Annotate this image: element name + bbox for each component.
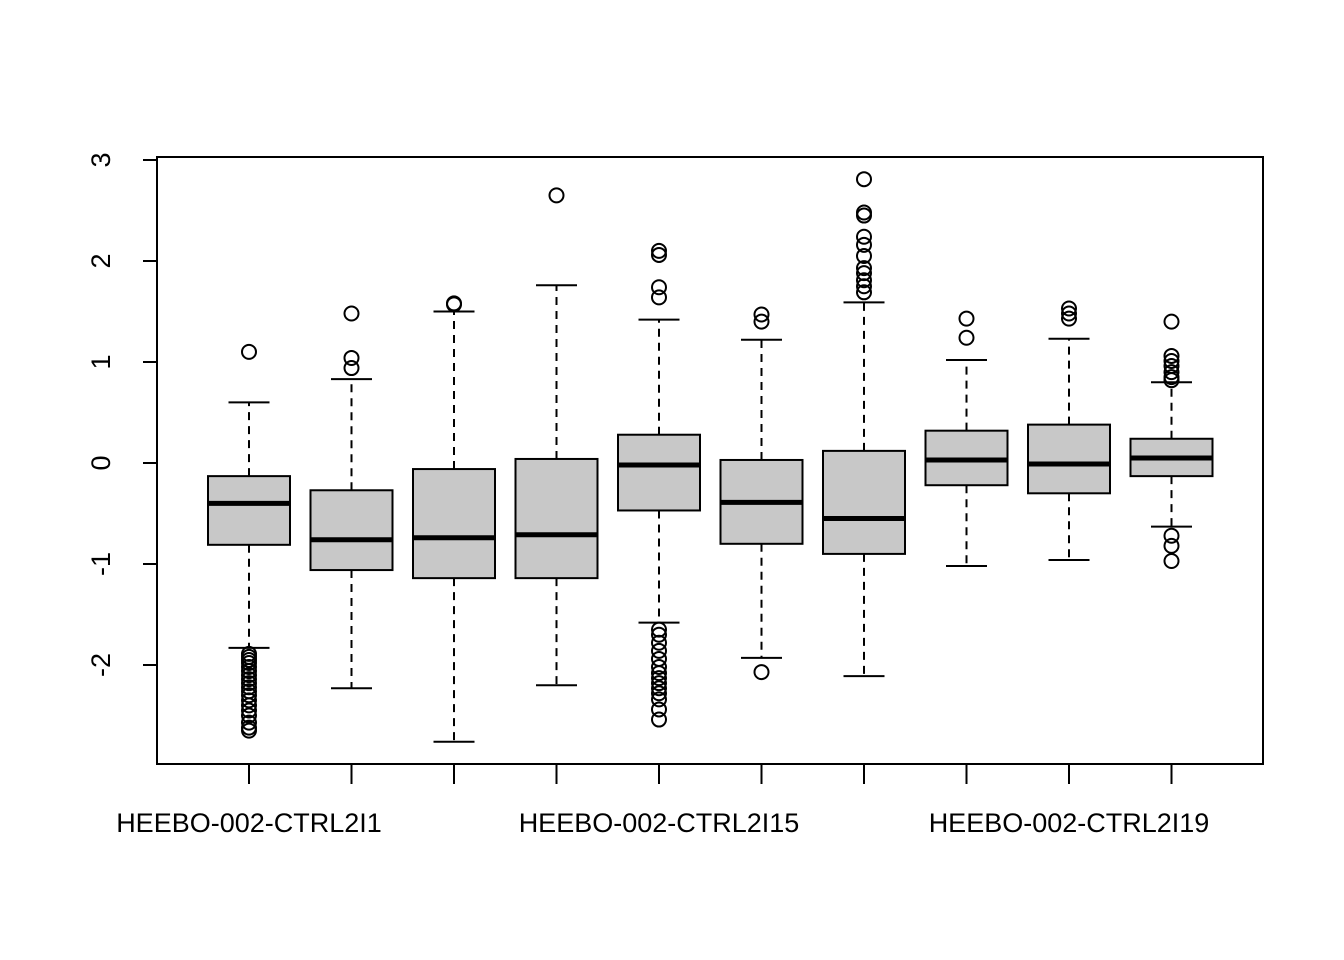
box-group-6 (719, 306, 804, 681)
box-group-2 (309, 305, 394, 690)
x-tick-label: HEEBO-002-CTRL2I15 (519, 808, 800, 838)
box-group-10 (1129, 313, 1214, 569)
outlier-point (651, 626, 667, 643)
outlier-point (856, 171, 872, 188)
outlier-point (753, 664, 770, 681)
outlier-point (856, 236, 872, 253)
outlier-point (753, 313, 770, 330)
outlier-point (241, 667, 257, 684)
outlier-point (241, 722, 257, 739)
iqr-box (309, 489, 394, 572)
y-tick-label: -1 (86, 552, 116, 576)
outlier-point (753, 306, 770, 323)
outlier-point (651, 246, 667, 263)
outlier-point (241, 671, 257, 688)
outlier-point (651, 650, 667, 667)
outlier-point (241, 659, 257, 676)
box-group-9 (1027, 300, 1111, 561)
outlier-point (241, 707, 257, 724)
outlier-point (651, 701, 667, 718)
y-tick-label: 0 (86, 455, 116, 470)
iqr-box (412, 468, 496, 580)
outlier-point (1061, 300, 1077, 317)
y-tick-label: 1 (86, 354, 116, 369)
x-tick-label: HEEBO-002-CTRL2I19 (929, 808, 1210, 838)
outlier-point (241, 654, 257, 671)
box-group-3 (412, 295, 496, 743)
outlier-point (651, 680, 667, 697)
outlier-point (343, 349, 360, 366)
outlier-point (1163, 352, 1180, 369)
outlier-point (651, 289, 667, 306)
outlier-point (1061, 310, 1077, 327)
outlier-point (651, 279, 667, 296)
outlier-point (856, 228, 872, 245)
box-group-8 (924, 310, 1009, 568)
outlier-point (241, 702, 257, 719)
outlier-point (446, 296, 462, 313)
box-group-4 (514, 187, 599, 687)
outlier-point (651, 242, 667, 259)
outlier-point (856, 247, 872, 264)
boxes-layer (207, 171, 1214, 743)
outlier-point (343, 360, 360, 377)
iqr-box (617, 433, 701, 512)
outlier-point (651, 691, 667, 708)
outlier-point (651, 670, 667, 687)
box-group-1 (207, 343, 291, 739)
outlier-point (241, 687, 257, 704)
outlier-point (856, 284, 872, 301)
outlier-point (856, 260, 872, 277)
outlier-point (651, 675, 667, 692)
outlier-point (651, 665, 667, 682)
outlier-point (241, 675, 257, 692)
outlier-point (1163, 347, 1180, 364)
outlier-point (651, 685, 667, 702)
outlier-point (241, 692, 257, 709)
box-group-5 (617, 242, 701, 728)
outlier-point (856, 278, 872, 295)
x-axis: HEEBO-002-CTRL2I1 HEEBO-002-CTRL2I15 HEEBO… (116, 764, 1209, 838)
outlier-point (241, 663, 257, 680)
iqr-box (514, 457, 599, 580)
box-group-7 (822, 171, 906, 678)
outlier-point (241, 343, 257, 360)
iqr-box (1027, 423, 1111, 495)
outlier-point (856, 272, 872, 289)
outlier-point (1061, 305, 1077, 322)
outlier-point (958, 329, 975, 346)
outlier-point (958, 310, 975, 327)
outlier-point (343, 305, 360, 322)
outlier-point (1163, 537, 1180, 554)
outlier-point (241, 714, 257, 731)
outlier-point (1163, 372, 1180, 389)
outlier-point (651, 642, 667, 659)
outlier-point (241, 697, 257, 714)
outlier-point (651, 659, 667, 676)
y-tick-label: 2 (86, 253, 116, 268)
y-axis: -2 -1 0 1 2 3 (86, 152, 158, 677)
outlier-point (548, 187, 565, 204)
outlier-point (1163, 364, 1180, 381)
y-tick-label: 3 (86, 152, 116, 167)
outlier-point (1163, 527, 1180, 544)
outlier-point (856, 207, 872, 224)
outlier-point (651, 711, 667, 728)
y-tick-label: -2 (86, 653, 116, 677)
outlier-point (1163, 552, 1180, 569)
outlier-point (651, 634, 667, 651)
outlier-point (1163, 313, 1180, 330)
x-tick-label: HEEBO-002-CTRL2I1 (116, 808, 382, 838)
iqr-box (822, 449, 906, 555)
iqr-box (207, 475, 291, 546)
